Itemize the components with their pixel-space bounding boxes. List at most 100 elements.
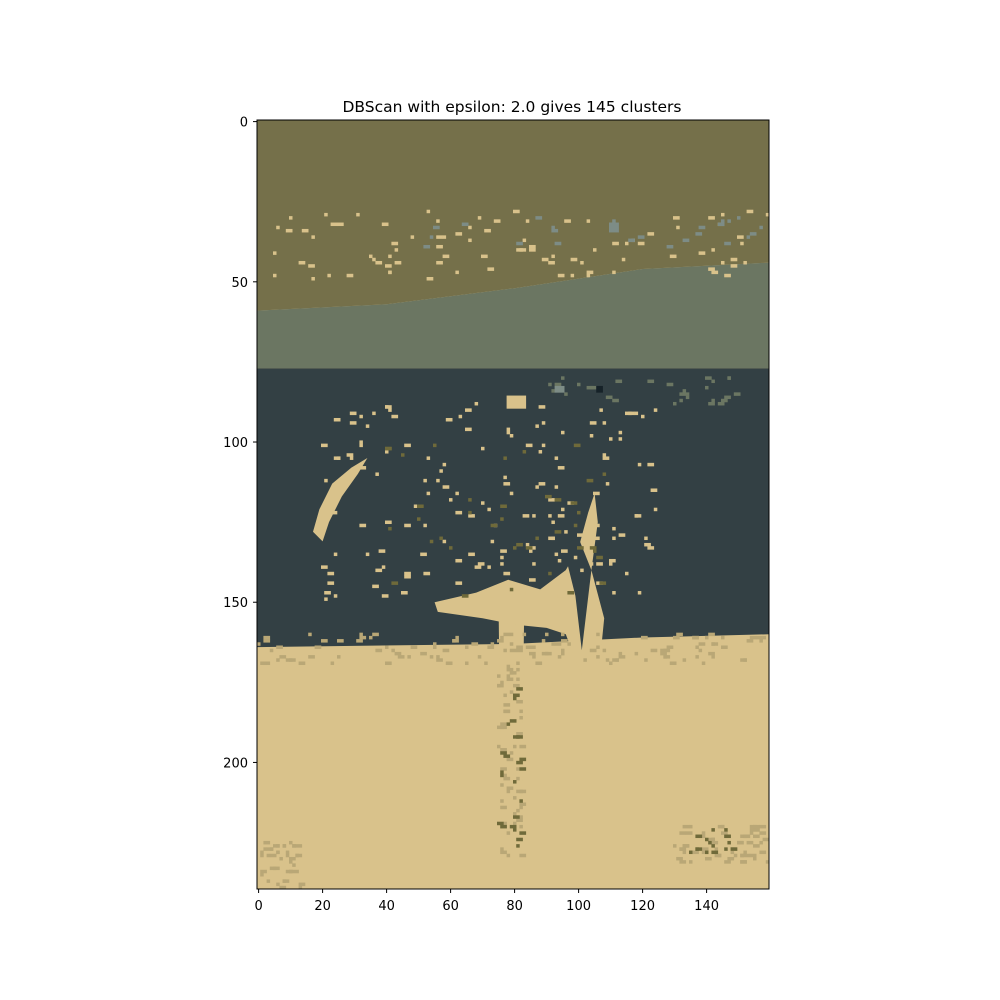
cluster-cell [695, 655, 699, 659]
cluster-cell [513, 796, 517, 800]
cluster-cell [436, 658, 443, 662]
cluster-cell [730, 264, 738, 268]
cluster-cell [503, 754, 511, 758]
cluster-cell [637, 591, 642, 595]
cluster-cell [439, 469, 443, 473]
cluster-cell [602, 456, 610, 460]
cluster-cell [586, 270, 594, 275]
cluster-cell [260, 850, 264, 855]
cluster-cell [404, 523, 411, 528]
cluster-cell [701, 831, 706, 835]
cluster-cell [513, 744, 517, 749]
cluster-cell [490, 594, 495, 598]
cluster-cell [410, 645, 418, 649]
cluster-cell [327, 581, 335, 585]
cluster-cell [612, 536, 616, 541]
cluster-cell [740, 860, 747, 864]
cluster-cell [529, 244, 536, 249]
cluster-cell [554, 382, 562, 387]
cluster-cell [497, 683, 504, 688]
cluster-cell [532, 514, 536, 518]
cluster-cell [602, 648, 607, 653]
cluster-cell [525, 542, 530, 547]
cluster-cell [593, 248, 597, 252]
cluster-cell [525, 219, 530, 223]
cluster-cell [503, 456, 507, 460]
x-tick-label: 40 [378, 899, 395, 914]
cluster-cell [471, 642, 479, 646]
cluster-cell [260, 661, 267, 666]
cluster-cell [641, 414, 645, 419]
cluster-cell [324, 212, 328, 217]
cluster-cell [759, 840, 763, 845]
cluster-cell [730, 850, 735, 855]
cluster-cell [372, 411, 376, 416]
cluster-cell [519, 767, 527, 771]
cluster-cell [420, 651, 427, 656]
cluster-cell [455, 635, 459, 640]
cluster-cell [753, 834, 760, 839]
cluster-cell [609, 562, 613, 566]
cluster-cell [503, 821, 507, 826]
cluster-cell [513, 546, 517, 550]
cluster-cell [685, 831, 693, 835]
horizon-band-region [257, 262, 769, 369]
cluster-cell [727, 376, 731, 380]
cluster-cell [433, 642, 437, 646]
cluster-cell [442, 485, 450, 489]
cluster-cell [359, 440, 363, 444]
cluster-cell [513, 828, 517, 832]
cluster-cell [653, 507, 658, 512]
cluster-cell [545, 494, 552, 499]
cluster-cell [516, 677, 520, 682]
cluster-cell [564, 530, 568, 534]
cluster-cell [263, 840, 271, 845]
cluster-cell [586, 219, 591, 223]
cluster-cell [314, 645, 319, 649]
cluster-cell [436, 235, 443, 239]
cluster-cell [676, 856, 683, 861]
cluster-cell [724, 395, 731, 400]
cluster-cell [506, 395, 527, 409]
cluster-cell [721, 219, 725, 223]
cluster-cell [525, 645, 530, 649]
cluster-cell [506, 853, 511, 858]
cluster-cell [673, 401, 677, 406]
cluster-cell [519, 709, 523, 714]
cluster-cell [500, 770, 504, 774]
cluster-cell [289, 658, 296, 662]
cluster-cell [647, 462, 655, 467]
cluster-cell [740, 241, 744, 246]
cluster-cell [442, 462, 447, 467]
cluster-cell [721, 635, 725, 640]
cluster-cell [516, 542, 523, 547]
cluster-cell [596, 655, 600, 659]
cluster-cell [596, 555, 603, 560]
cluster-cell [551, 254, 555, 259]
cluster-cell [711, 379, 715, 384]
cluster-cell [401, 591, 408, 595]
cluster-cell [557, 655, 562, 659]
cluster-cell [577, 382, 581, 387]
cluster-cell [506, 722, 511, 726]
cluster-cell [621, 257, 626, 262]
cluster-cell [375, 648, 383, 653]
cluster-cell [516, 760, 523, 765]
cluster-cell [394, 260, 402, 265]
cluster-cell [551, 642, 555, 646]
cluster-cell [279, 885, 287, 889]
cluster-cell [372, 257, 376, 262]
cluster-cell [503, 709, 511, 714]
cluster-cell [285, 853, 290, 858]
x-tick-label: 120 [630, 899, 655, 914]
cluster-cell [557, 273, 565, 278]
cluster-cell [711, 844, 715, 848]
cluster-cell [605, 482, 610, 486]
cluster-cell [506, 674, 511, 678]
cluster-cell [330, 661, 335, 666]
cluster-cell [276, 225, 280, 230]
cluster-cell [545, 632, 549, 637]
cluster-cell [554, 456, 559, 460]
cluster-cell [503, 632, 511, 637]
cluster-cell [455, 491, 459, 496]
